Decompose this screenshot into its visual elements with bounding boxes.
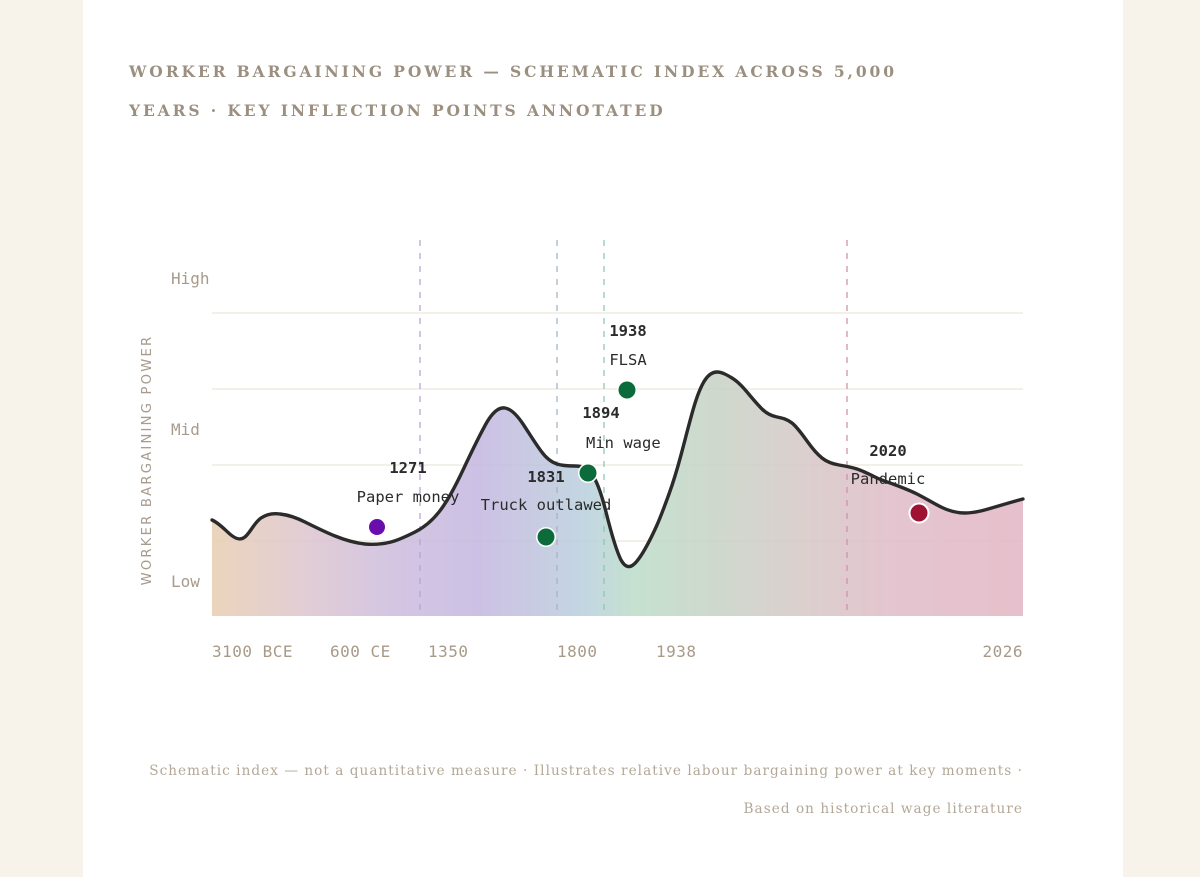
annotation-1938-label: FLSA — [609, 351, 647, 369]
y-tick-high: High — [171, 269, 210, 288]
x-tick-1800: 1800 — [557, 642, 598, 661]
annotation-1894-marker[interactable] — [579, 464, 597, 482]
y-tick-mid: Mid — [171, 420, 200, 439]
annotation-1938-year: 1938 — [609, 322, 646, 340]
annotation-1271-marker[interactable] — [369, 519, 385, 535]
y-axis-title: WORKER BARGAINING POWER — [140, 335, 155, 586]
power-line — [210, 370, 1025, 569]
annotation-1831[interactable]: 1831 Truck outlawed — [481, 468, 612, 547]
x-axis-ticks: 3100 BCE 600 CE 1350 1800 1938 2026 — [212, 642, 1023, 661]
annotation-1938-marker[interactable] — [618, 381, 636, 399]
annotation-1831-label: Truck outlawed — [481, 496, 612, 514]
x-tick-1350: 1350 — [428, 642, 469, 661]
area-fill — [212, 372, 1023, 616]
annotation-1831-marker[interactable] — [537, 528, 555, 546]
chart-footnote-line1: Schematic index — not a quantitative mea… — [149, 763, 904, 779]
x-tick-3100-bce: 3100 BCE — [212, 642, 293, 661]
event-rules — [419, 240, 848, 616]
page-title: WORKER BARGAINING POWER — SCHEMATIC INDE… — [129, 62, 897, 120]
annotation-1271-label: Paper money — [357, 488, 460, 506]
chart-footnote-line2: key moments · Based on historical wage l… — [743, 763, 1023, 817]
annotation-1831-year: 1831 — [527, 468, 564, 486]
chart-container: WORKER BARGAINING POWER High Mid Low — [83, 0, 1123, 877]
annotation-2020-marker[interactable] — [910, 504, 928, 522]
x-tick-2026: 2026 — [982, 642, 1023, 661]
annotation-1271[interactable]: 1271 Paper money — [357, 459, 460, 537]
annotation-1894[interactable]: 1894 Min wage — [578, 404, 661, 483]
y-tick-low: Low — [171, 572, 200, 591]
page-sheet: WORKER BARGAINING POWER — SCHEMATIC INDE… — [83, 0, 1123, 877]
chart-footnote: Schematic index — not a quantitative mea… — [123, 752, 1023, 828]
x-tick-600-ce: 600 CE — [330, 642, 391, 661]
x-tick-1938: 1938 — [656, 642, 697, 661]
annotation-2020[interactable]: 2020 Pandemic — [851, 442, 930, 524]
annotation-1271-year: 1271 — [389, 459, 426, 477]
annotation-1894-year: 1894 — [582, 404, 619, 422]
annotation-2020-year: 2020 — [869, 442, 906, 460]
annotation-1938[interactable]: 1938 FLSA — [609, 322, 647, 400]
bargaining-power-chart: WORKER BARGAINING POWER High Mid Low — [140, 240, 1025, 661]
annotation-2020-label: Pandemic — [851, 470, 926, 488]
annotation-1894-label: Min wage — [586, 434, 661, 452]
